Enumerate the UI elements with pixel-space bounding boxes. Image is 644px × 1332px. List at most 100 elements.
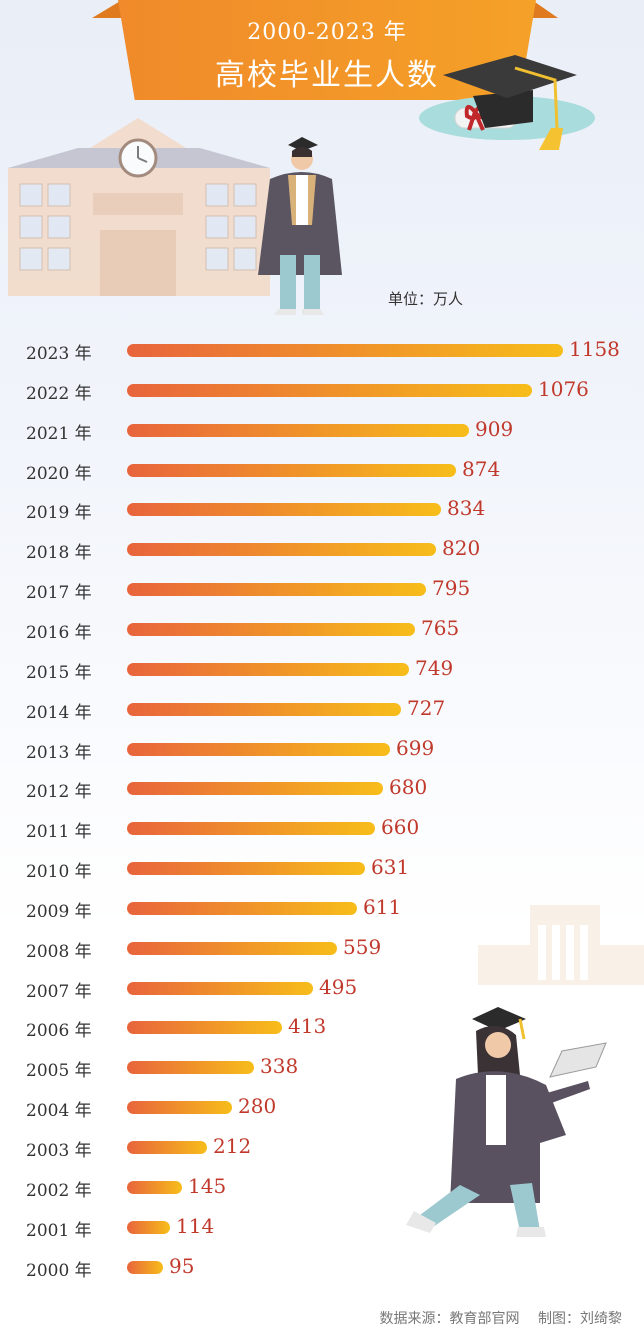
bar — [127, 662, 409, 676]
bar-row: 2014 年 727 — [0, 689, 644, 729]
category-label: 2002 年 — [26, 1180, 92, 1201]
value-label: 1076 — [538, 376, 589, 401]
page-title: 高校毕业生人数 — [215, 58, 439, 93]
bar — [127, 862, 365, 876]
bar — [127, 583, 426, 597]
category-label: 2023 年 — [26, 344, 92, 364]
bar — [127, 543, 436, 557]
category-label: 2004 年 — [26, 1101, 92, 1122]
data-source-text: 数据来源：教育部官网 — [379, 1311, 520, 1327]
bar — [127, 503, 441, 517]
bar — [127, 981, 313, 995]
value-label: 765 — [421, 615, 460, 640]
bar-row: 2003 年 212 — [0, 1127, 644, 1167]
bar-row: 2013 年 699 — [0, 729, 644, 769]
bar-row: 2011 年 660 — [0, 808, 644, 848]
bar — [127, 822, 375, 836]
category-label: 2000 年 — [26, 1260, 92, 1281]
bar — [127, 742, 390, 756]
value-label: 559 — [343, 934, 382, 959]
bar — [127, 344, 563, 357]
bar-row: 2004 年 280 — [0, 1087, 644, 1127]
value-label: 660 — [381, 815, 420, 840]
category-label: 2010 年 — [26, 862, 92, 883]
value-label: 413 — [288, 1014, 327, 1039]
category-label: 2001 年 — [26, 1220, 92, 1241]
value-label: 834 — [447, 496, 486, 521]
bar — [127, 901, 357, 915]
bar — [127, 782, 383, 796]
category-label: 2008 年 — [26, 941, 92, 962]
category-label: 2015 年 — [26, 662, 92, 683]
bar-row: 2000 年 95 — [0, 1247, 644, 1287]
category-label: 2021 年 — [26, 423, 92, 444]
bar-row: 2001 年 114 — [0, 1207, 644, 1247]
bar — [127, 941, 337, 955]
category-label: 2011 年 — [26, 822, 92, 843]
male-graduate-icon — [258, 137, 342, 315]
bar — [127, 1141, 207, 1154]
category-label: 2014 年 — [26, 702, 92, 723]
category-label: 2009 年 — [26, 901, 92, 922]
bar-row: 2017 年 795 — [0, 569, 644, 609]
bar — [127, 1101, 232, 1115]
value-label: 1158 — [569, 337, 620, 361]
category-label: 2018 年 — [26, 543, 92, 564]
bar-row: 2016 年 765 — [0, 609, 644, 649]
category-label: 2006 年 — [26, 1021, 92, 1042]
bar — [127, 1061, 254, 1075]
value-label: 909 — [475, 416, 514, 441]
bar — [127, 1220, 170, 1234]
bar — [127, 622, 415, 636]
value-label: 699 — [396, 735, 435, 760]
bar-row: 2006 年 413 — [0, 1007, 644, 1047]
value-label: 874 — [462, 456, 501, 481]
category-label: 2012 年 — [26, 782, 92, 803]
bar-row: 2021 年 909 — [0, 410, 644, 450]
bar — [127, 423, 469, 437]
bar — [127, 1260, 163, 1274]
bar-row: 2008 年 559 — [0, 928, 644, 968]
bar — [127, 1021, 282, 1035]
bar-row: 2005 年 338 — [0, 1047, 644, 1087]
value-label: 280 — [238, 1094, 277, 1119]
category-label: 2017 年 — [26, 583, 92, 604]
category-label: 2016 年 — [26, 622, 92, 643]
category-label: 2019 年 — [26, 503, 92, 524]
value-label: 212 — [213, 1134, 252, 1158]
category-label: 2007 年 — [26, 981, 92, 1002]
bar-row: 2023 年 1158 — [0, 330, 644, 370]
bar-row: 2019 年 834 — [0, 489, 644, 529]
bar-row: 2015 年 749 — [0, 649, 644, 689]
value-label: 749 — [415, 655, 454, 680]
value-label: 727 — [407, 695, 446, 720]
value-label: 95 — [169, 1253, 195, 1278]
category-label: 2003 年 — [26, 1141, 92, 1161]
value-label: 338 — [260, 1054, 299, 1079]
value-label: 611 — [363, 894, 402, 919]
bar-row: 2018 年 820 — [0, 529, 644, 569]
unit-label: 单位：万人 — [388, 290, 464, 308]
category-label: 2022 年 — [26, 383, 92, 404]
value-label: 820 — [442, 536, 481, 561]
value-label: 145 — [188, 1173, 227, 1198]
value-label: 795 — [432, 576, 471, 601]
bar-row: 2009 年 611 — [0, 888, 644, 928]
bar-row: 2002 年 145 — [0, 1167, 644, 1207]
made-by-text: 制图：刘绮黎 — [538, 1311, 622, 1327]
value-label: 680 — [389, 775, 428, 800]
category-label: 2005 年 — [26, 1061, 92, 1082]
school-building-icon — [8, 118, 270, 296]
bar-row: 2020 年 874 — [0, 450, 644, 490]
title-years: 2000-2023 年 — [247, 20, 407, 45]
category-label: 2020 年 — [26, 463, 92, 484]
value-label: 495 — [319, 974, 358, 999]
faded-building-icon — [478, 905, 644, 985]
bar — [127, 383, 532, 397]
category-label: 2013 年 — [26, 742, 92, 763]
bar — [127, 702, 401, 716]
value-label: 631 — [371, 855, 410, 880]
female-graduate-icon — [406, 1007, 607, 1237]
source-footer: 数据来源：教育部官网 制图：刘绮黎 — [366, 1308, 622, 1328]
bar — [127, 463, 456, 477]
